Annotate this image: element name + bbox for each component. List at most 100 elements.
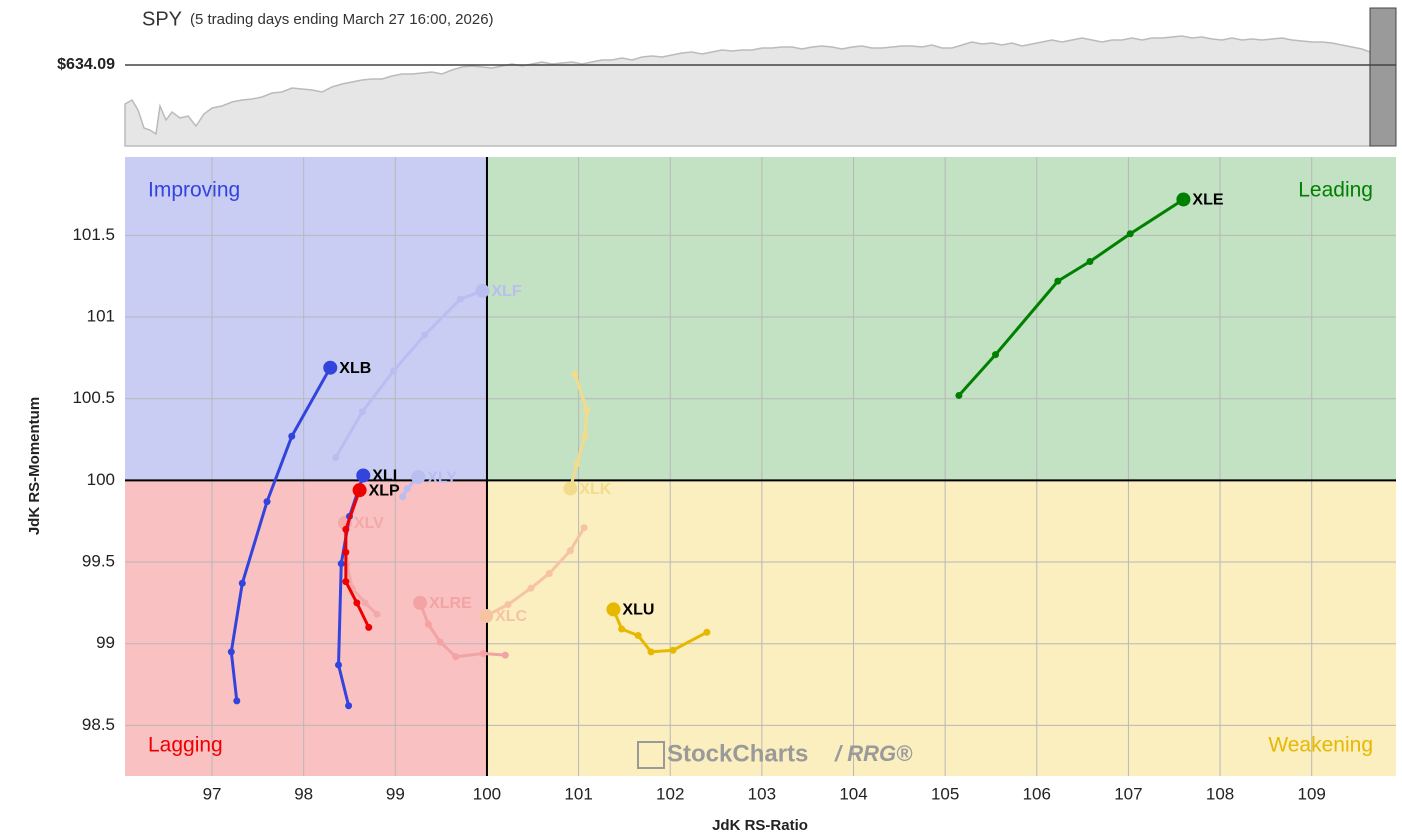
watermark: / RRG®: [834, 741, 913, 766]
series-label: XLP: [369, 482, 400, 499]
head-marker: [352, 483, 367, 498]
tail-line: [957, 198, 1185, 397]
tail-marker: [238, 579, 246, 587]
y-axis-title: JdK RS-Momentum: [26, 397, 43, 535]
series-label: XLC: [495, 608, 527, 625]
tail-marker: [345, 702, 353, 710]
tail-marker: [389, 367, 397, 375]
tail-marker: [399, 493, 407, 501]
tail-marker: [501, 651, 509, 659]
quadrant-improving: [125, 157, 487, 481]
head-marker: [479, 608, 494, 623]
head-marker: [413, 595, 428, 610]
tail-marker: [353, 599, 361, 607]
quadrant-label: Leading: [1298, 179, 1373, 202]
series-label: XLK: [579, 481, 611, 498]
plot-area: Improving Leading Lagging Weakening StockCha…: [125, 157, 1396, 776]
tail-marker: [545, 569, 553, 577]
series-label: XLY: [427, 469, 457, 486]
tail-marker: [571, 370, 579, 378]
tail-marker: [504, 601, 512, 609]
tail-marker: [342, 525, 350, 533]
tail-line: [612, 608, 708, 654]
series-label: XLE: [1192, 192, 1223, 209]
y-tick-label: 99.5: [82, 552, 115, 571]
series-label: XLRE: [429, 595, 472, 612]
tail-marker: [992, 351, 1000, 359]
quadrant-lagging: [125, 480, 487, 776]
x-tick-label: 99: [386, 784, 405, 803]
tail-marker: [332, 454, 340, 462]
tail-marker: [288, 432, 296, 440]
tail-marker: [1054, 277, 1062, 285]
series-label: XLB: [339, 360, 371, 377]
chart-title: SPY: [142, 8, 182, 30]
tail-line: [418, 602, 506, 659]
x-tick-label: 97: [203, 784, 222, 803]
tail-line: [485, 526, 586, 618]
tail-marker: [403, 485, 411, 493]
tail-marker: [456, 295, 464, 303]
y-tick-label: 99: [96, 633, 115, 652]
tail-marker: [227, 648, 235, 656]
tail-line: [229, 366, 332, 702]
head-marker: [323, 360, 338, 375]
tail-line: [344, 489, 371, 629]
head-marker: [475, 283, 490, 298]
price-label: $634.09: [57, 56, 115, 73]
x-tick-label: 100: [473, 784, 501, 803]
x-tick-label: 104: [839, 784, 867, 803]
head-marker: [411, 470, 426, 485]
tail-marker: [583, 406, 591, 414]
tail-marker: [233, 697, 241, 705]
y-tick-label: 100: [87, 470, 115, 489]
head-marker: [606, 602, 621, 617]
price-area: [124, 35, 1371, 147]
x-tick-label: 101: [564, 784, 592, 803]
tail-marker: [580, 524, 588, 532]
tail-marker: [479, 650, 487, 658]
series-label: XLU: [622, 602, 654, 619]
head-marker: [563, 481, 578, 496]
tail-marker: [581, 432, 589, 440]
y-tick-label: 98.5: [82, 715, 115, 734]
y-tick-label: 101.5: [72, 225, 115, 244]
quadrant-label: Weakening: [1268, 734, 1373, 757]
tail-marker: [361, 599, 369, 607]
tail-marker: [634, 632, 642, 640]
head-marker: [1176, 192, 1191, 207]
x-tick-label: 103: [748, 784, 776, 803]
chart-subtitle: (5 trading days ending March 27 16:00, 2…: [190, 11, 494, 28]
tail-marker: [342, 548, 350, 556]
tail-marker: [955, 391, 963, 399]
x-tick-label: 105: [931, 784, 959, 803]
period-window: [1369, 7, 1397, 147]
series-label: XLI: [372, 468, 397, 485]
tail-marker: [1086, 258, 1094, 266]
tail-marker: [527, 584, 535, 592]
tail-marker: [573, 460, 581, 468]
x-tick-label: 102: [656, 784, 684, 803]
x-tick-label: 108: [1206, 784, 1234, 803]
series-label: XLF: [491, 283, 521, 300]
x-axis-title: JdK RS-Ratio: [712, 817, 808, 834]
tail-marker: [424, 620, 432, 628]
tail-marker: [669, 646, 677, 654]
tail-marker: [342, 578, 350, 586]
tail-marker: [566, 547, 574, 555]
tail-marker: [373, 610, 381, 618]
tail-marker: [618, 625, 626, 633]
y-tick-label: 100.5: [72, 388, 115, 407]
quadrant-label: Improving: [148, 179, 240, 202]
y-tick-label: 101: [87, 307, 115, 326]
tail-marker: [421, 331, 429, 339]
tail-marker: [335, 661, 343, 669]
tail-marker: [647, 648, 655, 656]
tail-marker: [358, 408, 366, 416]
tail-marker: [1126, 230, 1134, 238]
tail-marker: [452, 653, 460, 661]
x-tick-label: 98: [294, 784, 313, 803]
watermark-icon: [637, 741, 665, 769]
